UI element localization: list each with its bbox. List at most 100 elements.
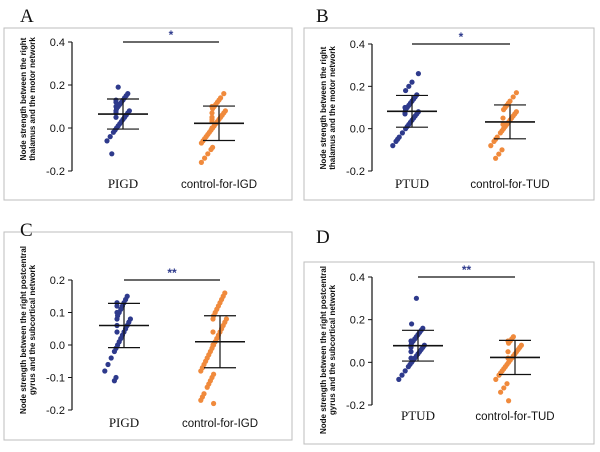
data-point <box>499 147 505 153</box>
significance-marker: ** <box>167 266 177 280</box>
data-point <box>506 398 512 404</box>
series-control-for-tud <box>485 90 535 161</box>
data-point <box>415 71 421 77</box>
data-point <box>409 79 415 85</box>
data-point <box>205 151 211 157</box>
panel-letter: B <box>316 6 329 27</box>
data-point <box>393 138 399 144</box>
panel-frame <box>3 27 293 201</box>
x-category-label: PTUD <box>401 408 435 423</box>
data-point <box>491 138 497 144</box>
x-category-label: control-for-TUD <box>475 411 554 423</box>
series-ptud <box>393 295 443 382</box>
y-tick-label: 0.2 <box>350 315 365 327</box>
significance-marker: ** <box>462 263 472 277</box>
panel-c: C 0.2 0.1 0.0 -0.1 -0.2 Node strength between … <box>3 220 293 441</box>
data-point <box>402 111 408 117</box>
y-tick-label: -0.2 <box>46 405 65 417</box>
data-point <box>113 114 119 120</box>
y-axis-label-line: gyrus and the subcortical network <box>328 284 337 415</box>
x-category-label: control-for-TUD <box>470 179 549 191</box>
x-category-label: PTUD <box>395 176 429 191</box>
y-tick-label: 0.0 <box>350 124 365 136</box>
data-point <box>104 138 110 144</box>
data-point <box>496 151 502 157</box>
y-tick-label: 0.4 <box>350 272 365 284</box>
y-tick-label: 0.1 <box>50 308 65 320</box>
y-axis-label-line: thalamus and the motor network <box>328 46 337 170</box>
data-point <box>409 321 415 327</box>
x-category-label: PIGD <box>109 415 139 430</box>
y-axis-label: Node strength between the rightthalamus … <box>19 37 37 161</box>
data-point <box>102 368 108 374</box>
data-point <box>198 397 204 403</box>
x-category-label: control-for-IGD <box>182 418 258 430</box>
y-axis-label-line: thalamus and the motor network <box>28 37 37 161</box>
data-point <box>396 376 402 382</box>
y-tick-label: 0.2 <box>350 81 365 93</box>
y-tick-label: 0.4 <box>50 37 65 49</box>
panel-letter: A <box>20 6 34 27</box>
data-point <box>406 83 412 89</box>
data-point <box>505 349 511 355</box>
series-control-for-igd <box>195 290 245 407</box>
data-point <box>110 129 116 135</box>
data-point <box>210 329 216 335</box>
y-tick-label: 0.0 <box>350 357 365 369</box>
data-point <box>114 329 120 335</box>
y-axis-label: Node strength between the right postcent… <box>319 266 337 434</box>
series-ptud <box>387 71 437 149</box>
y-tick-label: 0.0 <box>50 123 65 135</box>
panel-d: D 0.4 0.2 0.0 -0.2 Node strength between the … <box>303 227 595 445</box>
series-pigd <box>99 293 149 384</box>
y-axis-label: Node strength between the rightthalamus … <box>319 46 337 170</box>
significance-marker: * <box>459 30 464 44</box>
y-tick-label: -0.2 <box>346 400 365 412</box>
y-tick-label: 0.0 <box>50 340 65 352</box>
panel-frame <box>3 231 293 441</box>
y-axis-label: Node strength between the right postcent… <box>19 246 37 414</box>
y-axis-label-line: gyrus and the subcortical network <box>28 264 37 395</box>
panel-frame <box>303 27 595 201</box>
series-control-for-tud <box>490 334 540 404</box>
y-tick-label: 0.2 <box>50 80 65 92</box>
data-point <box>501 385 507 391</box>
x-category-label: control-for-IGD <box>181 179 257 191</box>
data-point <box>488 143 494 149</box>
watermark-text: 知乎 @逻辑神经科学 <box>433 423 554 439</box>
data-point <box>105 361 111 368</box>
data-point <box>204 384 210 390</box>
y-tick-label: 0.4 <box>350 39 365 51</box>
data-point <box>402 368 408 374</box>
data-point <box>114 316 120 322</box>
panel-letter: C <box>20 220 33 241</box>
data-point <box>114 303 120 309</box>
data-point <box>493 155 499 161</box>
data-point <box>198 140 204 146</box>
data-point <box>198 368 204 374</box>
data-point <box>109 151 115 157</box>
data-point <box>111 378 117 384</box>
y-tick-label: 0.2 <box>50 275 65 287</box>
data-point <box>211 400 217 407</box>
data-point <box>390 143 396 149</box>
data-point <box>513 90 520 96</box>
data-point <box>500 115 506 121</box>
data-point <box>107 134 113 140</box>
panel-letter: D <box>316 227 330 248</box>
panels-group: A 0.4 0.2 0.0 -0.2 Node strength between the … <box>3 6 595 445</box>
data-point <box>496 372 502 378</box>
data-point <box>408 349 414 355</box>
panel-frame <box>303 261 595 445</box>
y-axis-label-line: Node strength between the right postcent… <box>319 266 328 434</box>
y-axis-label-line: Node strength between the right postcent… <box>19 246 28 414</box>
data-point <box>111 348 117 355</box>
data-point <box>208 146 214 153</box>
series-control-for-igd <box>194 91 244 165</box>
data-point <box>210 106 216 112</box>
data-point <box>113 99 119 105</box>
panel-a: A 0.4 0.2 0.0 -0.2 Node strength between the … <box>3 6 293 201</box>
data-point <box>413 295 419 301</box>
y-axis-label-line: Node strength between the right <box>319 46 328 169</box>
